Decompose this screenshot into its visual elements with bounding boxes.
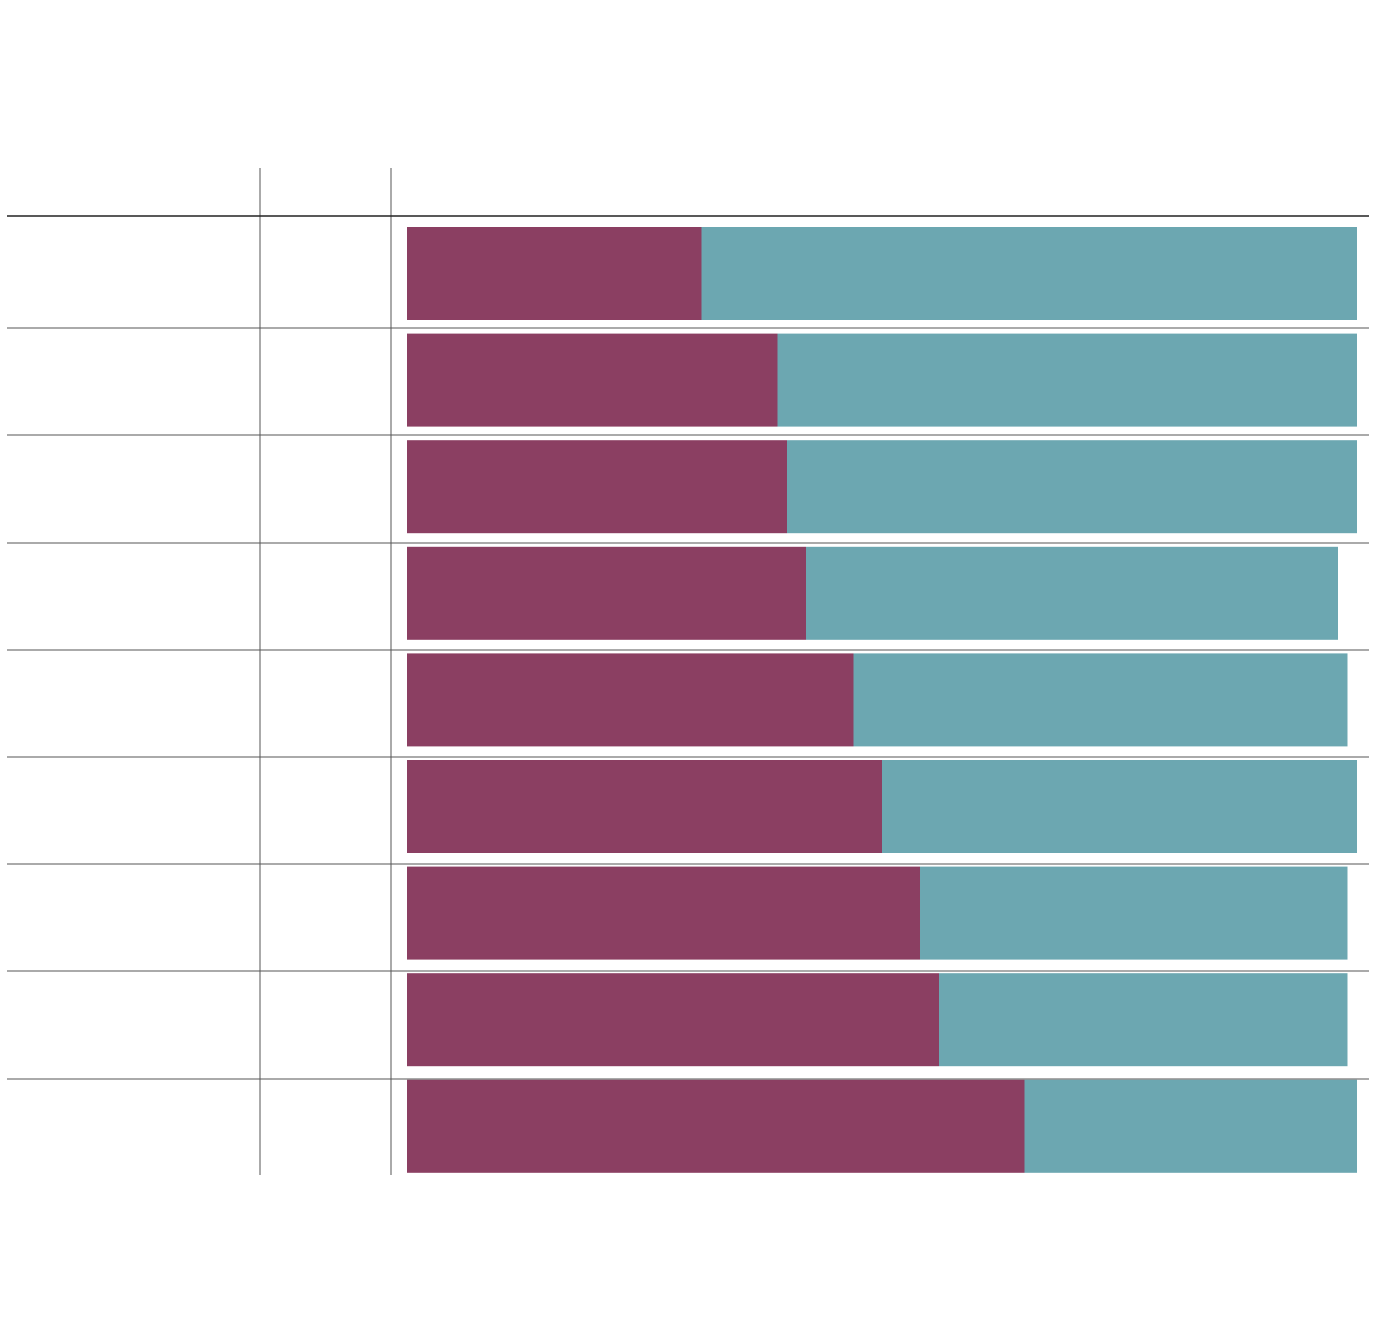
bar-segment-b (920, 866, 1348, 960)
bar-segment-a (407, 1079, 1025, 1173)
bar-segment-b (777, 333, 1357, 427)
bar-segment-a (407, 866, 920, 960)
bar-segment-a (407, 653, 854, 747)
bar-segment-a (407, 760, 882, 853)
bar-segment-a (407, 227, 702, 320)
table-rules (7, 168, 1369, 1175)
bars-layer (407, 227, 1357, 1173)
bar-segment-b (939, 973, 1348, 1067)
bar-segment-a (407, 973, 939, 1067)
bar-segment-a (407, 440, 787, 534)
bar-segment-b (853, 653, 1348, 747)
bar-segment-b (1024, 1079, 1357, 1173)
bar-segment-a (407, 333, 778, 427)
bar-segment-b (701, 227, 1357, 320)
bar-segment-a (407, 546, 806, 640)
bar-segment-b (806, 546, 1338, 640)
bar-segment-b (882, 760, 1357, 853)
bar-segment-b (787, 440, 1357, 534)
